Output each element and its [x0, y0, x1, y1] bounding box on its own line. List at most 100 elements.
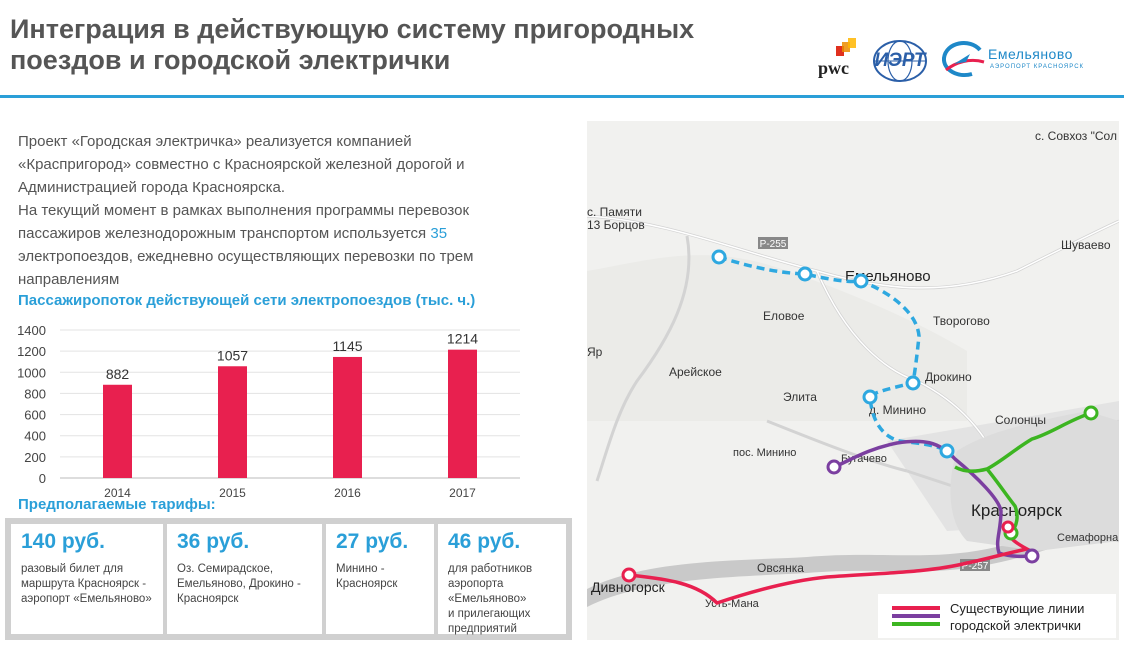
map-label: Солонцы: [995, 413, 1046, 427]
intro-line: Проект «Городская электричка» реализуетс…: [18, 133, 412, 150]
x-tick-label: 2015: [219, 486, 246, 500]
station-marker[interactable]: [1024, 548, 1040, 564]
intro-text-fragment: пассажиров железнодорожным транспортом и…: [18, 225, 431, 242]
chart-bar: [103, 384, 132, 478]
chart-title: Пассажиропоток действующей сети электроп…: [18, 292, 476, 309]
intro-line: Администрацией города Красноярска.: [18, 179, 286, 196]
station-marker[interactable]: [939, 443, 955, 459]
emelyanovo-logo-name: Емельяново: [988, 46, 1073, 62]
station-marker[interactable]: [711, 249, 727, 265]
tariff-desc-line: аэропорт «Емельяново»: [21, 593, 152, 605]
title-line-2: поездов и городской электрички: [10, 45, 451, 75]
tariff-description: разовый билет для маршрута Красноярск - …: [21, 562, 152, 607]
tariff-desc-line: Оз. Семирадское,: [177, 563, 274, 575]
map-label: Яр: [587, 345, 603, 359]
y-tick-label: 200: [24, 450, 46, 465]
tariff-desc-line: Красноярск: [336, 578, 398, 590]
tariff-description: Минино - Красноярск: [336, 562, 397, 592]
legend-swatch-icon: [892, 606, 940, 626]
map-label: Элита: [783, 390, 817, 404]
map-legend: Существующие линии городской электрички: [878, 594, 1116, 638]
station-marker[interactable]: [862, 389, 878, 405]
pwc-logo-mark-icon: [836, 38, 856, 56]
header-divider: [0, 95, 1124, 98]
map-label: 13 Борцов: [587, 218, 645, 232]
station-marker[interactable]: [853, 273, 869, 289]
x-tick-label: 2017: [449, 486, 476, 500]
chart-bar: [218, 366, 247, 478]
tariff-card: 36 руб. Оз. Семирадское, Емельяново, Дро…: [167, 524, 322, 634]
tariff-price: 46 руб.: [448, 530, 521, 553]
legend-text: Существующие линии городской электрички: [950, 600, 1084, 634]
tariff-description: Оз. Семирадское, Емельяново, Дрокино - К…: [177, 562, 301, 607]
map-label: Арейское: [669, 365, 722, 379]
tariff-price: 140 руб.: [21, 530, 105, 553]
chart-bar: [333, 356, 362, 478]
emelyanovo-logo-subtitle: АЭРОПОРТ КРАСНОЯРСК: [990, 64, 1085, 70]
intro-line: пассажиров железнодорожным транспортом и…: [18, 222, 568, 245]
map-label: с. Памяти: [587, 205, 642, 219]
map-label: Дрокино: [925, 370, 972, 384]
page-title: Интеграция в действующую систему пригоро…: [10, 14, 800, 76]
map-label: пос. Минино: [733, 447, 796, 459]
map-label: д. Минино: [869, 403, 926, 417]
x-tick-label: 2016: [334, 486, 361, 500]
tariff-desc-line: маршрута Красноярск -: [21, 578, 147, 590]
river: [587, 509, 1119, 607]
tariff-desc-line: для работников: [448, 563, 533, 575]
pwc-logo: pwc: [818, 58, 849, 78]
passenger-flow-chart: 1400 1200 1000 800 600 400 200 0 882 2014 1057 2015…: [17, 323, 520, 500]
tariffs-title: Предполагаемые тарифы:: [18, 496, 216, 513]
tariff-desc-line: предприятий: [448, 623, 517, 635]
y-tick-label: 400: [24, 429, 46, 444]
road-shield-label: Р-255: [760, 239, 787, 250]
tariff-desc-line: Емельяново, Дрокино -: [177, 578, 301, 590]
train-count: 35: [430, 225, 448, 242]
tariff-price: 36 руб.: [177, 530, 250, 553]
chart-bar: [448, 349, 477, 478]
map-label: Еловое: [763, 309, 805, 323]
iert-logo-text: ИЭРТ: [874, 50, 926, 71]
intro-line: На текущий момент в рамках выполнения пр…: [18, 202, 470, 219]
map-label: Бугачево: [841, 453, 887, 465]
station-marker[interactable]: [1083, 405, 1099, 421]
station-marker[interactable]: [621, 567, 637, 583]
station-marker[interactable]: [797, 266, 813, 282]
tariff-desc-line: Минино -: [336, 563, 385, 575]
bar-value-label: 1057: [217, 347, 248, 363]
y-tick-label: 0: [39, 471, 46, 486]
tariff-desc-line: «Емельяново»: [448, 593, 527, 605]
title-line-1: Интеграция в действующую систему пригоро…: [10, 14, 695, 44]
map-label: с. Совхоз "Сол: [1035, 129, 1117, 143]
bar-value-label: 1145: [332, 338, 362, 354]
rail-network-map: с. Совхоз "Сол с. Памяти 13 Борцов Емель…: [587, 121, 1119, 640]
existing-line-green: [954, 411, 1092, 535]
planned-line-airport: [718, 255, 948, 453]
bar-value-label: 1214: [447, 331, 478, 347]
map-label: Овсянка: [757, 561, 804, 575]
intro-text: Проект «Городская электричка» реализуетс…: [18, 130, 568, 291]
station-marker[interactable]: [1001, 520, 1015, 534]
station-marker[interactable]: [826, 459, 842, 475]
tariff-price: 27 руб.: [336, 530, 409, 553]
tariffs-panel: 140 руб. разовый билет для маршрута Крас…: [5, 518, 572, 640]
intro-line: «Краспригород» совместно с Красноярской …: [18, 156, 465, 173]
y-tick-label: 1400: [17, 323, 46, 338]
station-marker[interactable]: [905, 375, 921, 391]
map-label: Дивногорск: [591, 579, 666, 595]
tariff-desc-line: и прилегающих: [448, 608, 531, 620]
y-tick-label: 1200: [17, 344, 46, 359]
intro-line: направлениям: [18, 271, 120, 288]
y-tick-label: 600: [24, 408, 46, 423]
y-tick-label: 800: [24, 386, 46, 401]
tariff-desc-line: Красноярск: [177, 593, 239, 605]
road-shield-r255: Р-255: [758, 237, 788, 250]
intro-line: электропоездов, ежедневно осуществляющих…: [18, 248, 474, 265]
existing-line-purple: [833, 439, 1033, 559]
legend-line: городской электрички: [950, 618, 1082, 633]
legend-line: Существующие линии: [950, 601, 1085, 616]
tariff-card: 140 руб. разовый билет для маршрута Крас…: [11, 524, 163, 634]
tariff-desc-line: разовый билет для: [21, 563, 124, 575]
tariff-card: 46 руб. для работников аэропорта «Емелья…: [438, 524, 566, 635]
emelyanovo-logo-icon: [942, 41, 985, 77]
